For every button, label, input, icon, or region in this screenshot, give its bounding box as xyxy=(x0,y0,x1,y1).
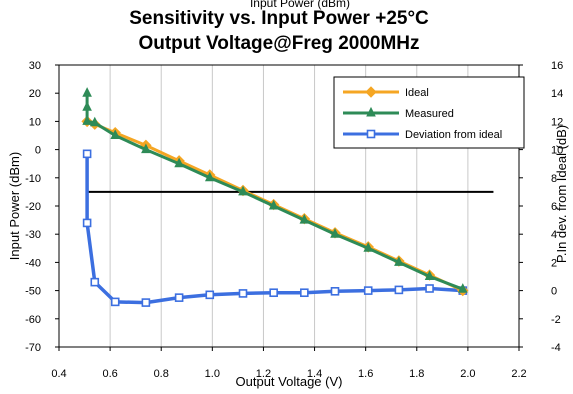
data-point xyxy=(268,199,279,210)
y2-tick-label: 2 xyxy=(551,257,557,269)
data-point xyxy=(299,213,310,224)
y2-tick-label: -2 xyxy=(551,314,561,326)
data-point xyxy=(82,87,92,97)
data-point xyxy=(82,101,92,111)
legend-label: Measured xyxy=(405,108,454,120)
chart-subtitle: Output Voltage@Freg 2000MHz xyxy=(138,33,419,54)
x-axis-title: Output Voltage (V) xyxy=(236,374,343,389)
data-point xyxy=(269,288,278,298)
y-tick-label: 20 xyxy=(29,88,41,100)
y-tick-label: -10 xyxy=(25,173,41,185)
x-tick-label: 2.0 xyxy=(460,368,475,380)
data-point xyxy=(238,289,248,298)
series-line xyxy=(85,93,464,291)
data-point xyxy=(141,143,151,154)
y2-tick-label: 8 xyxy=(551,173,557,185)
series-2 xyxy=(82,149,468,307)
x-tick-label: 0.8 xyxy=(154,368,169,380)
y2-tick-label: 16 xyxy=(551,60,563,72)
data-point xyxy=(238,185,248,196)
x-tick-label: 1.8 xyxy=(409,368,424,380)
data-point xyxy=(90,277,100,287)
series-layer xyxy=(81,87,469,307)
data-point xyxy=(394,256,404,266)
data-point xyxy=(363,242,374,252)
y-tick-label: -30 xyxy=(25,229,41,241)
y2-tick-label: 12 xyxy=(551,116,563,128)
data-point xyxy=(300,288,309,298)
data-point xyxy=(89,116,100,127)
x-tick-label: 0.4 xyxy=(51,368,66,380)
data-point xyxy=(363,286,373,295)
data-point xyxy=(174,157,184,168)
legend-swatch-marker xyxy=(366,129,376,139)
chart-cut-title: Input Power (dBm) xyxy=(250,0,350,10)
data-point xyxy=(425,284,434,293)
y-tick-label: 30 xyxy=(29,60,41,72)
y2-axis-title: P.In dev. from Ideal (dB) xyxy=(554,125,569,263)
legend-swatch-marker xyxy=(365,86,377,98)
x-tick-label: 1.0 xyxy=(205,368,220,380)
axis-ticks: 0.4 0.6 0.8 1.0 1.2 1.4 1.6 1.8 2.0 2.23020100-10… xyxy=(25,60,563,380)
legend-label: Deviation from ideal xyxy=(405,129,502,141)
y-tick-label: 10 xyxy=(29,116,41,128)
x-tick-label: 1.2 xyxy=(256,368,271,380)
data-point xyxy=(205,290,215,300)
data-point xyxy=(82,218,92,228)
y2-tick-label: 10 xyxy=(551,145,563,157)
data-point xyxy=(330,228,340,238)
data-point xyxy=(424,270,435,280)
y2-tick-label: 6 xyxy=(551,201,557,213)
y-tick-label: -40 xyxy=(25,257,41,269)
legend: Ideal Measured Deviation from ideal xyxy=(333,76,525,149)
y2-tick-label: 0 xyxy=(551,286,557,298)
data-point xyxy=(82,149,92,159)
legend-swatch-marker xyxy=(366,106,376,117)
chart-title: Sensitivity vs. Input Power +25°C xyxy=(129,8,429,29)
y-tick-label: -60 xyxy=(25,314,41,326)
y-tick-label: -50 xyxy=(25,286,41,298)
data-point xyxy=(141,298,151,307)
data-point xyxy=(394,285,404,295)
y2-tick-label: 4 xyxy=(551,229,557,241)
data-point xyxy=(174,293,184,302)
series-1 xyxy=(82,87,468,293)
y-tick-label: -20 xyxy=(25,201,41,213)
y-tick-label: -70 xyxy=(25,342,41,354)
legend-item: Ideal xyxy=(343,86,429,99)
data-point xyxy=(82,115,92,125)
data-point xyxy=(110,297,120,307)
x-tick-label: 0.6 xyxy=(102,368,117,380)
y-axis-title: Input Power (dBm) xyxy=(7,152,22,260)
legend-item: Measured xyxy=(343,106,454,120)
legend-item: Deviation from ideal xyxy=(343,129,502,141)
x-tick-label: 1.4 xyxy=(307,368,322,380)
y-tick-label: 0 xyxy=(35,145,41,157)
series-line xyxy=(85,153,463,305)
data-point xyxy=(330,287,340,296)
y2-tick-label: 14 xyxy=(551,88,563,100)
legend-label: Ideal xyxy=(405,87,429,99)
x-tick-label: 2.2 xyxy=(511,368,526,380)
x-tick-label: 1.6 xyxy=(358,368,373,380)
data-point xyxy=(110,129,121,139)
legend-items: Ideal Measured Deviation from ideal xyxy=(343,86,502,141)
data-point xyxy=(204,171,215,182)
y2-tick-label: -4 xyxy=(551,342,561,354)
data-point xyxy=(457,283,468,293)
